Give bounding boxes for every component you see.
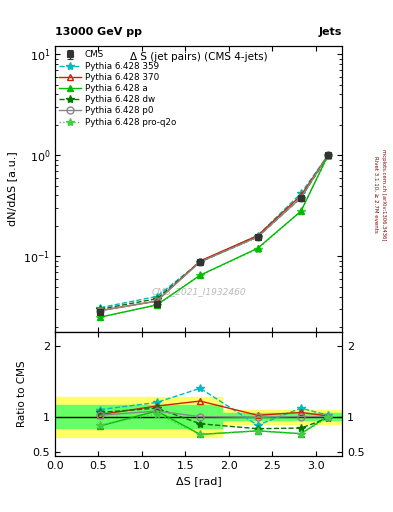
Pythia 6.428 370 — [326, 152, 331, 158]
Pythia 6.428 dw — [98, 306, 103, 312]
Pythia 6.428 dw — [326, 153, 331, 159]
Pythia 6.428 p0 — [326, 152, 331, 158]
Text: CMS_2021_I1932460: CMS_2021_I1932460 — [151, 287, 246, 296]
Text: Rivet 3.1.10, ≥ 2.7M events: Rivet 3.1.10, ≥ 2.7M events — [373, 156, 378, 233]
Pythia 6.428 dw — [198, 259, 202, 265]
Line: Pythia 6.428 pro-q2o: Pythia 6.428 pro-q2o — [96, 152, 332, 322]
Pythia 6.428 370 — [299, 193, 303, 199]
Pythia 6.428 a — [255, 245, 260, 251]
Pythia 6.428 p0 — [154, 298, 159, 304]
Text: Δ S (jet pairs) (CMS 4-jets): Δ S (jet pairs) (CMS 4-jets) — [130, 52, 267, 62]
Pythia 6.428 dw — [299, 195, 303, 201]
Line: Pythia 6.428 370: Pythia 6.428 370 — [97, 152, 331, 314]
Legend: CMS, Pythia 6.428 359, Pythia 6.428 370, Pythia 6.428 a, Pythia 6.428 dw, Pythia: CMS, Pythia 6.428 359, Pythia 6.428 370,… — [58, 49, 178, 129]
Pythia 6.428 a — [326, 152, 331, 158]
Text: mcplots.cern.ch [arXiv:1306.3436]: mcplots.cern.ch [arXiv:1306.3436] — [381, 149, 386, 240]
Pythia 6.428 370 — [98, 308, 103, 314]
Pythia 6.428 359 — [299, 190, 303, 196]
Text: Jets: Jets — [319, 27, 342, 37]
Pythia 6.428 pro-q2o — [154, 302, 159, 308]
Line: Pythia 6.428 359: Pythia 6.428 359 — [96, 151, 332, 312]
Y-axis label: Ratio to CMS: Ratio to CMS — [17, 360, 27, 427]
Pythia 6.428 359 — [326, 152, 331, 158]
Pythia 6.428 p0 — [299, 195, 303, 201]
Pythia 6.428 p0 — [255, 234, 260, 240]
Pythia 6.428 pro-q2o — [326, 153, 331, 159]
Pythia 6.428 pro-q2o — [198, 272, 202, 278]
Pythia 6.428 359 — [255, 232, 260, 239]
Pythia 6.428 359 — [198, 259, 202, 265]
Pythia 6.428 p0 — [98, 308, 103, 314]
Pythia 6.428 pro-q2o — [255, 246, 260, 252]
Pythia 6.428 359 — [154, 293, 159, 300]
Pythia 6.428 dw — [154, 296, 159, 302]
Pythia 6.428 370 — [198, 258, 202, 264]
Pythia 6.428 370 — [154, 298, 159, 304]
Line: Pythia 6.428 a: Pythia 6.428 a — [97, 152, 331, 321]
Pythia 6.428 pro-q2o — [98, 314, 103, 320]
X-axis label: ΔS [rad]: ΔS [rad] — [176, 476, 221, 486]
Pythia 6.428 pro-q2o — [299, 208, 303, 214]
Pythia 6.428 a — [198, 272, 202, 278]
Pythia 6.428 a — [154, 302, 159, 308]
Line: Pythia 6.428 dw: Pythia 6.428 dw — [96, 152, 332, 313]
Line: Pythia 6.428 p0: Pythia 6.428 p0 — [97, 152, 331, 314]
Pythia 6.428 a — [299, 208, 303, 214]
Pythia 6.428 a — [98, 314, 103, 320]
Pythia 6.428 p0 — [198, 259, 202, 265]
Y-axis label: dN/dΔS [a.u.]: dN/dΔS [a.u.] — [7, 152, 18, 226]
Pythia 6.428 370 — [255, 232, 260, 239]
Pythia 6.428 dw — [255, 234, 260, 240]
Text: 13000 GeV pp: 13000 GeV pp — [55, 27, 142, 37]
Pythia 6.428 359 — [98, 305, 103, 311]
